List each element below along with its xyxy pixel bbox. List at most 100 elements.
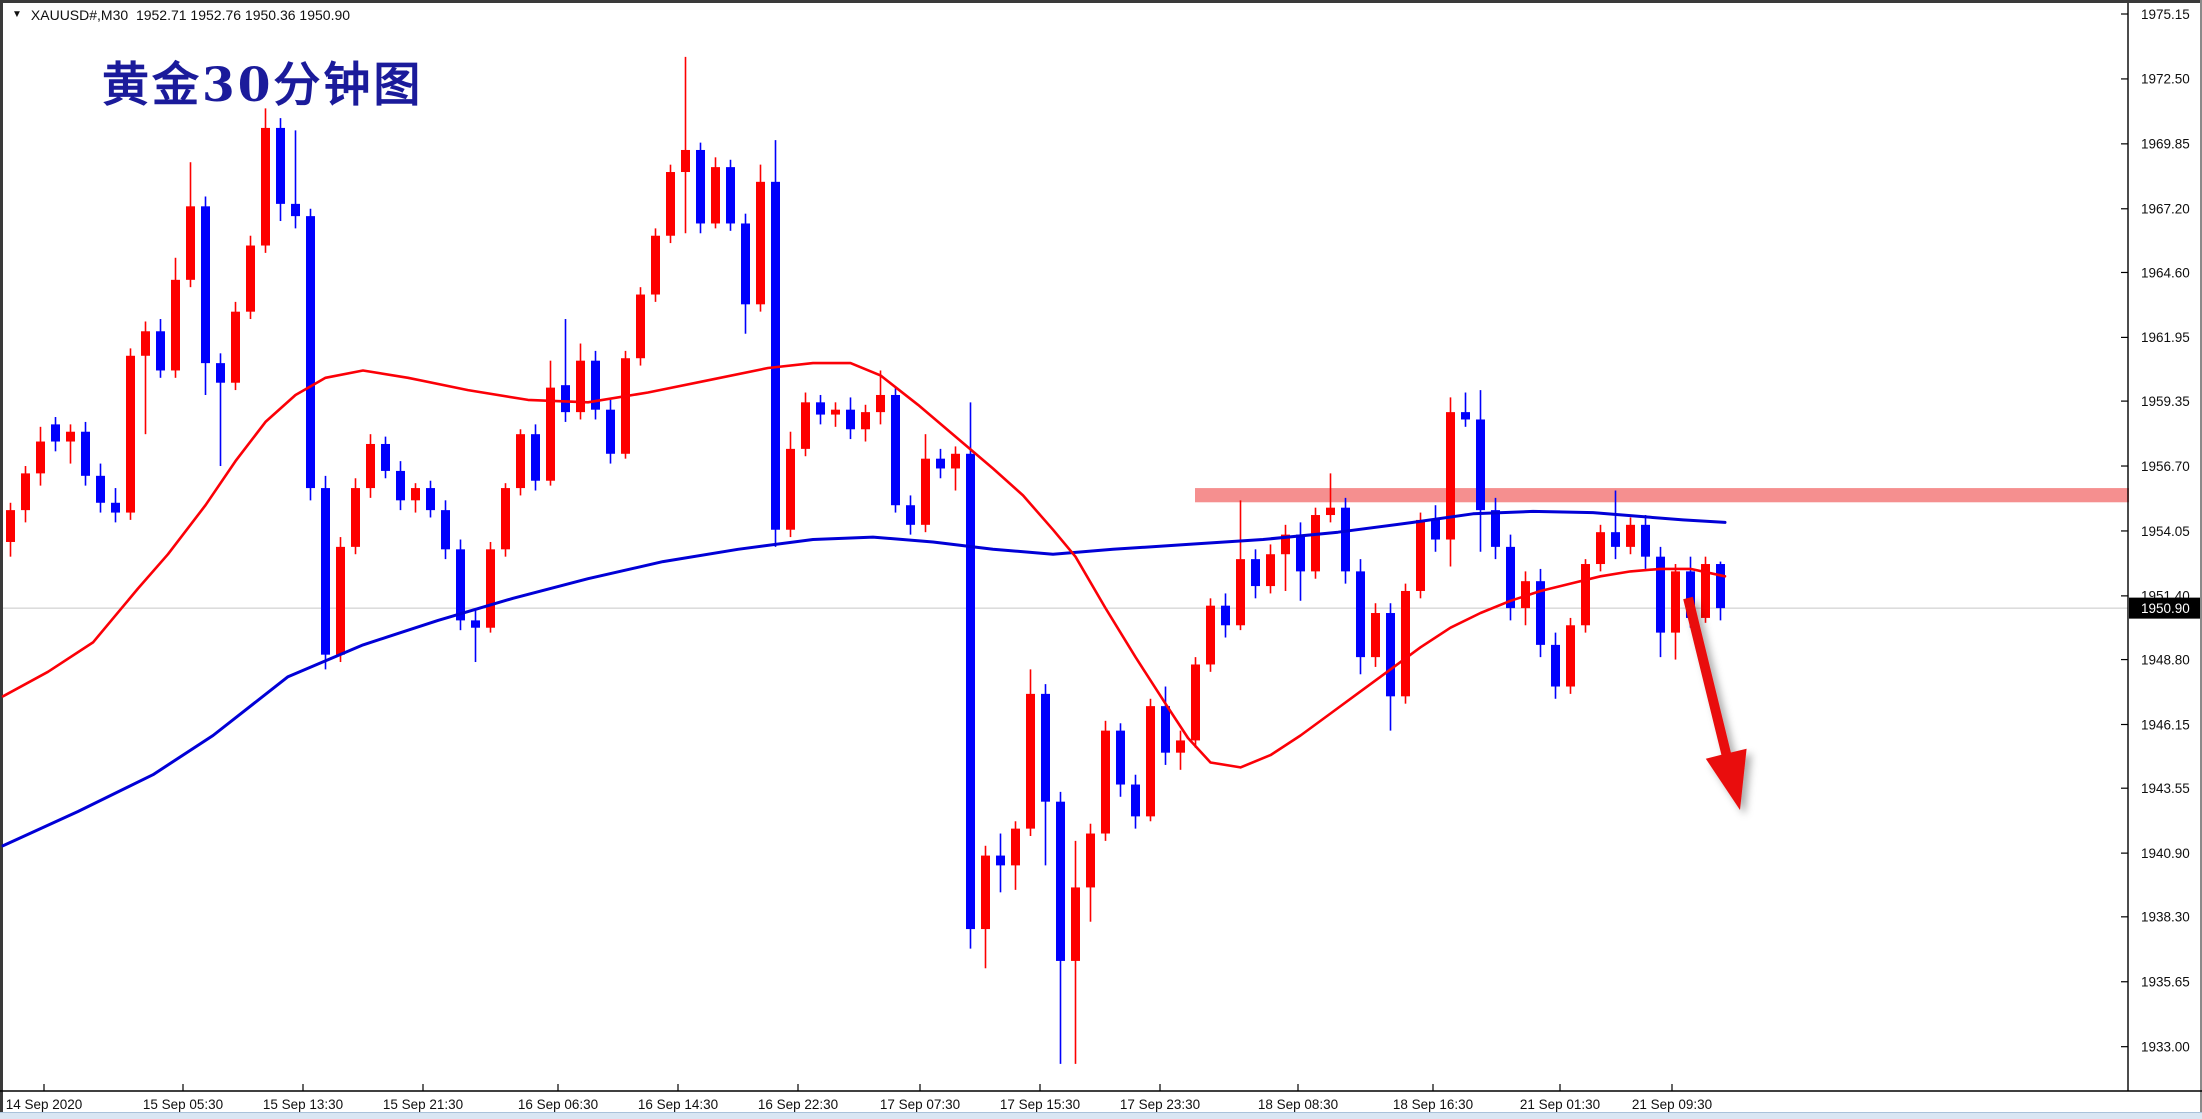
chart-dropdown-caret-icon[interactable]: ▼ [12, 9, 22, 20]
candle-bullish [1626, 524, 1635, 547]
candle-bearish [111, 502, 120, 513]
window-border-left [0, 0, 3, 1113]
candle-bearish [1641, 524, 1650, 557]
moving-average-slow-blue [1, 509, 1727, 848]
symbol-ohlc-header: ▼ XAUUSD#,M30 1952.71 1952.76 1950.36 19… [12, 7, 350, 23]
candle-bullish [801, 402, 810, 449]
candle-bearish [1491, 510, 1500, 547]
price-axis-label: 1954.05 [2141, 524, 2190, 539]
candle-bearish [1461, 412, 1470, 420]
candle-bearish [1251, 559, 1260, 587]
candle-bullish [1011, 828, 1020, 866]
candle-bullish [1416, 519, 1425, 591]
moving-average-fast-red [1, 361, 1727, 769]
price-axis-label: 1956.70 [2141, 459, 2190, 474]
candle-bullish [501, 488, 510, 550]
candle-bullish [1206, 605, 1215, 665]
candle-bullish [1326, 507, 1335, 516]
candle-bullish [1191, 664, 1200, 741]
candle-bearish [1656, 556, 1665, 633]
candle-bearish [531, 434, 540, 481]
price-axis-label: 1946.15 [2141, 717, 2190, 732]
candle-bearish [966, 453, 975, 930]
candle-bearish [996, 855, 1005, 866]
time-axis-label: 15 Sep 05:30 [143, 1097, 223, 1112]
time-axis-label: 16 Sep 06:30 [518, 1097, 598, 1112]
candle-bearish [726, 167, 735, 224]
time-axis-label: 21 Sep 09:30 [1632, 1097, 1712, 1112]
candle-bearish [1611, 532, 1620, 547]
candle-bullish [1086, 833, 1095, 888]
time-axis-label: 15 Sep 21:30 [383, 1097, 463, 1112]
candle-bullish [1566, 625, 1575, 687]
candle-bullish [831, 409, 840, 415]
candle-bearish [81, 431, 90, 476]
candle-bullish [171, 279, 180, 371]
candle-bearish [426, 488, 435, 511]
candle-bullish [66, 431, 75, 442]
candle-bullish [636, 294, 645, 359]
candle-bullish [366, 443, 375, 489]
candle-bearish [471, 620, 480, 628]
price-axis-label: 1940.90 [2141, 846, 2190, 861]
window-border-top [0, 0, 2202, 3]
price-axis-label: 1948.80 [2141, 652, 2190, 667]
candle-bullish [1701, 564, 1710, 618]
candle-bearish [216, 363, 225, 383]
candle-bearish [1056, 801, 1065, 961]
time-axis-label: 17 Sep 15:30 [1000, 1097, 1080, 1112]
time-axis-label: 17 Sep 07:30 [880, 1097, 960, 1112]
candle-bullish [621, 358, 630, 454]
candle-bullish [1146, 706, 1155, 817]
candle-bullish [186, 206, 195, 280]
price-axis-label: 1959.35 [2141, 394, 2190, 409]
candle-bearish [396, 470, 405, 501]
candle-bearish [1356, 571, 1365, 658]
candle-bullish [1671, 571, 1680, 633]
current-price-tag [2129, 597, 2200, 619]
candle-bullish [1236, 559, 1245, 626]
sell-direction-arrow[interactable] [1683, 596, 1747, 810]
candle-bearish [201, 206, 210, 364]
candle-bullish [21, 473, 30, 511]
time-axis-label: 18 Sep 08:30 [1258, 1097, 1338, 1112]
candle-bullish [1596, 532, 1605, 565]
time-axis-label: 16 Sep 14:30 [638, 1097, 718, 1112]
candle-bullish [1401, 590, 1410, 697]
candle-bearish [846, 409, 855, 430]
candle-bullish [246, 245, 255, 312]
candle-bearish [1041, 693, 1050, 802]
candle-bullish [36, 441, 45, 474]
candle-bullish [1266, 554, 1275, 587]
candle-bullish [546, 387, 555, 481]
time-axis-label: 18 Sep 16:30 [1393, 1097, 1473, 1112]
chart-annotation-title[interactable]: 黄金30分钟图 [102, 58, 424, 113]
candle-bearish [306, 216, 315, 489]
candle-bearish [771, 181, 780, 530]
candle-bullish [876, 394, 885, 413]
candle-bearish [1161, 706, 1170, 753]
candle-bearish [1296, 534, 1305, 572]
window-bottom-strip [0, 1112, 2202, 1119]
time-axis-label: 17 Sep 23:30 [1120, 1097, 1200, 1112]
candle-bullish [516, 434, 525, 489]
candle-bearish [696, 149, 705, 224]
candles-group [6, 56, 1725, 1064]
candle-bearish [1686, 571, 1695, 618]
candle-bullish [981, 855, 990, 930]
candle-bullish [141, 331, 150, 356]
resistance-zone-band[interactable] [1195, 488, 2129, 503]
time-axis-label: 15 Sep 13:30 [263, 1097, 343, 1112]
candle-bullish [786, 448, 795, 530]
price-axis-label: 1933.00 [2141, 1039, 2190, 1054]
time-axis-label: 14 Sep 2020 [6, 1097, 83, 1112]
candle-bearish [1551, 644, 1560, 687]
candle-bearish [816, 402, 825, 415]
candle-bearish [291, 203, 300, 217]
candle-bullish [1581, 564, 1590, 626]
candle-bullish [921, 458, 930, 525]
candle-bullish [1281, 534, 1290, 555]
price-axis-label: 1938.30 [2141, 910, 2190, 925]
